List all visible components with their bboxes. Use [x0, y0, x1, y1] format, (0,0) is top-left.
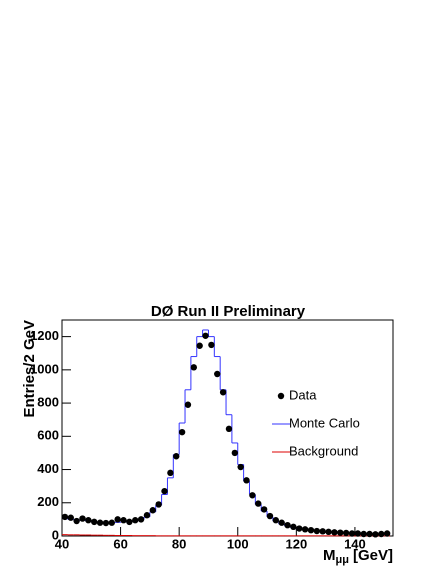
x-tick-label: 40: [55, 536, 69, 551]
data-point: [237, 463, 244, 471]
data-point: [383, 530, 391, 537]
data-point: [161, 487, 168, 495]
data-point: [137, 516, 145, 523]
data-point: [202, 332, 209, 339]
x-label-sub: μμ: [336, 554, 349, 566]
data-point: [184, 401, 192, 408]
data-point: [301, 526, 309, 533]
y-tick-label: 0: [52, 527, 59, 542]
data-point: [272, 517, 280, 524]
data-point: [196, 342, 203, 349]
data-point: [360, 530, 367, 538]
data-point: [342, 529, 350, 537]
data-point: [337, 529, 344, 536]
data-point: [372, 531, 379, 538]
data-point: [278, 519, 285, 526]
data-point: [231, 449, 239, 457]
data-point: [79, 515, 86, 522]
y-axis-label: Entries/2 GeV: [21, 320, 38, 418]
data-point: [348, 530, 356, 537]
y-tick-label: 800: [37, 395, 59, 410]
data-point: [120, 517, 127, 524]
data-point: [96, 519, 104, 526]
data-point: [149, 507, 157, 514]
data-point: [190, 364, 198, 371]
data-point: [102, 519, 110, 527]
data-point: [255, 500, 262, 507]
data-point: [249, 492, 256, 499]
data-point: [132, 517, 139, 524]
data-point: [91, 518, 98, 526]
y-tick-label: 1000: [30, 361, 59, 376]
data-point: [208, 341, 215, 349]
data-point: [225, 425, 233, 433]
y-tick-label: 1200: [30, 328, 59, 343]
data-point: [243, 477, 250, 484]
data-point: [178, 428, 186, 436]
x-label-main: M: [323, 547, 336, 564]
data-point: [214, 370, 221, 378]
x-tick-label: 60: [113, 536, 127, 551]
data-point: [126, 518, 133, 526]
data-point: [114, 516, 121, 523]
data-point: [167, 469, 174, 477]
data-point: [313, 527, 321, 535]
x-axis-label: Mμμ [GeV]: [323, 547, 393, 566]
data-point: [61, 513, 69, 521]
y-tick-label: 400: [37, 461, 59, 476]
x-label-unit: [GeV]: [353, 547, 393, 564]
x-tick-label: 120: [285, 536, 307, 551]
data-point: [67, 514, 74, 521]
legend-label: Background: [289, 443, 358, 458]
data-point: [296, 525, 303, 532]
data-point: [260, 506, 268, 513]
chart-title: DØ Run II Preliminary: [151, 303, 306, 320]
x-tick-label: 80: [172, 536, 186, 551]
legend-label: Data: [289, 387, 317, 402]
data-point: [366, 530, 373, 538]
legend-marker: [277, 392, 285, 400]
data-point: [290, 523, 297, 531]
data-point: [331, 529, 338, 536]
data-point: [143, 512, 151, 519]
data-point: [266, 512, 274, 520]
y-tick-label: 600: [37, 428, 59, 443]
data-point: [155, 501, 162, 508]
legend-label: Monte Carlo: [289, 415, 360, 430]
data-point: [307, 526, 315, 534]
data-point: [173, 453, 180, 460]
x-tick-label: 140: [344, 536, 366, 551]
data-point: [354, 530, 362, 537]
data-point: [284, 522, 291, 529]
data-point: [73, 517, 80, 525]
data-point: [219, 389, 227, 396]
data-point: [325, 528, 332, 536]
data-point: [85, 517, 92, 524]
x-tick-label: 100: [227, 536, 249, 551]
data-point: [319, 528, 326, 535]
y-tick-label: 200: [37, 494, 59, 509]
data-point: [378, 530, 385, 538]
data-point: [108, 519, 115, 526]
